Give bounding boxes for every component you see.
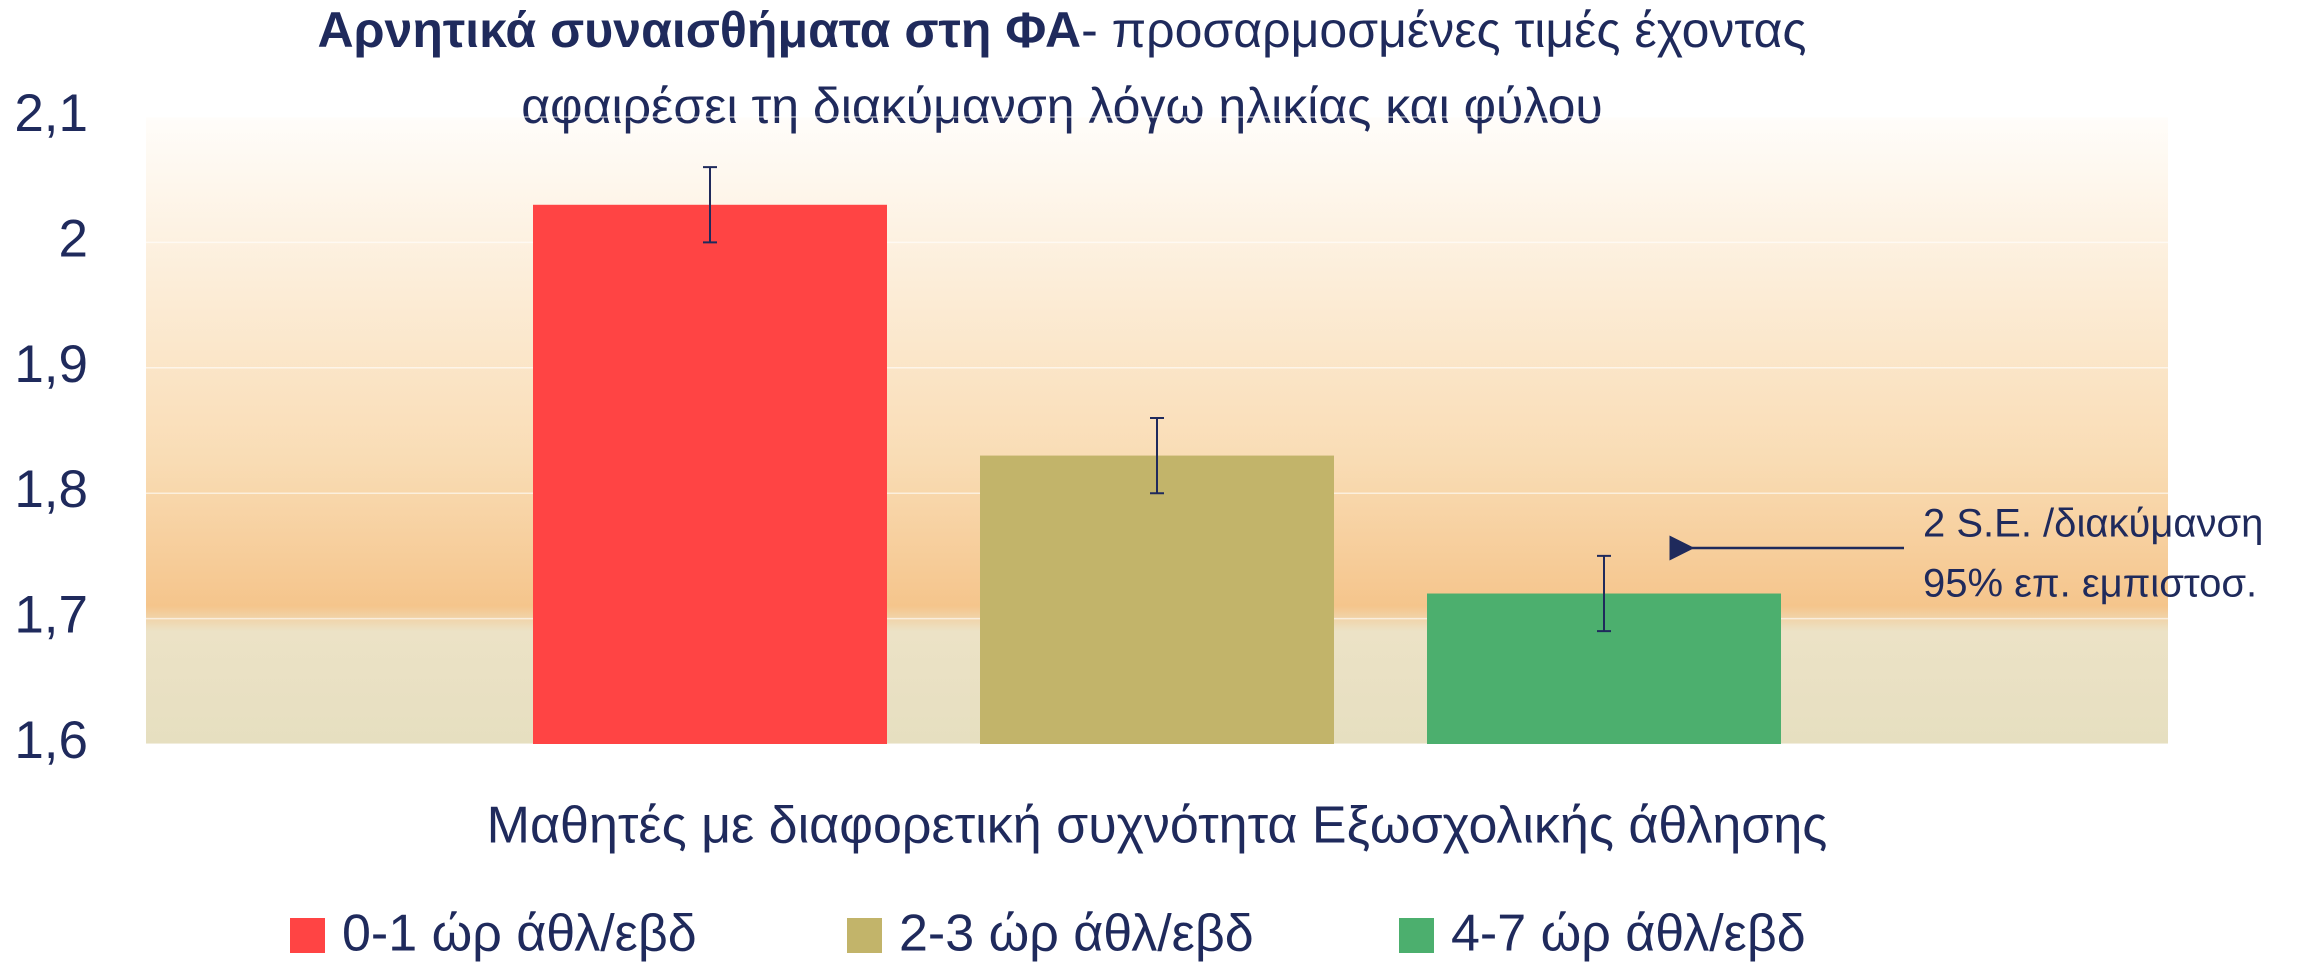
legend-swatch — [1399, 918, 1434, 953]
annotation: 2 S.E. /διακύμανση — [1923, 502, 2263, 546]
x-axis-label: Μαθητές με διαφορετική συχνότητα Εξωσχολ… — [487, 797, 1828, 855]
y-tick-label: 1,8 — [14, 460, 88, 519]
y-tick-label: 1,6 — [14, 711, 88, 770]
legend-label: 2-3 ώρ άθλ/εβδ — [899, 905, 1254, 963]
legend-swatch — [290, 918, 325, 953]
title-bold: Αρνητικά συναισθήματα στη ΦΑ — [318, 2, 1082, 58]
y-tick-label: 1,7 — [14, 586, 88, 645]
bar — [533, 204, 887, 744]
bar — [980, 455, 1334, 744]
subtitle: αφαιρέσει τη διακύμανση λόγω ηλικίας και… — [521, 78, 1603, 134]
annotation: 95% επ. εμπιστοσ. — [1923, 562, 2257, 606]
legend-swatch — [847, 918, 882, 953]
error-bar — [1150, 416, 1164, 495]
y-tick-label: 2 — [59, 209, 88, 268]
y-tick-label: 2,1 — [14, 84, 88, 143]
y-tick-label: 1,9 — [14, 335, 88, 394]
legend-label: 4-7 ώρ άθλ/εβδ — [1451, 905, 1806, 963]
subtitle: - προσαρμοσμένες τιμές έχοντας — [1081, 2, 1806, 58]
error-bar — [1597, 554, 1611, 633]
legend-label: 0-1 ώρ άθλ/εβδ — [342, 905, 697, 963]
error-bar — [703, 166, 717, 244]
chart-title: Αρνητικά συναισθήματα στη ΦΑ- προσαρμοσμ… — [318, 2, 1807, 58]
